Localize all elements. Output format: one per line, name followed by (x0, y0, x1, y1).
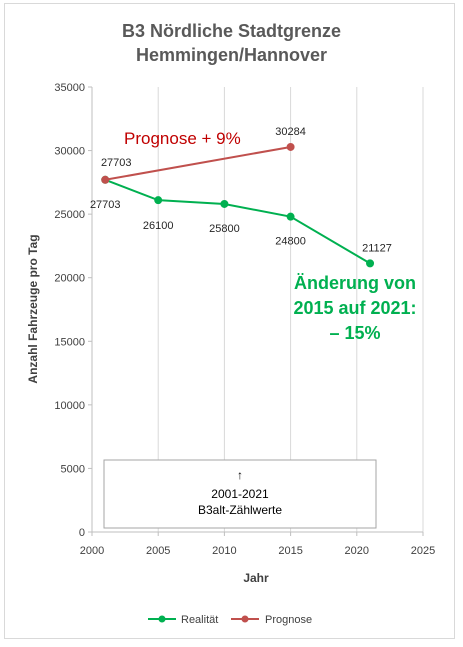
up-arrow-icon: ↑ (237, 468, 243, 482)
x-axis-title: Jahr (243, 571, 269, 585)
annotation-prognose: Prognose + 9% (124, 129, 241, 148)
x-tick-label-2010: 2010 (212, 545, 236, 557)
x-tick-label-2020: 2020 (345, 545, 369, 557)
y-tick-label-0: 0 (79, 527, 85, 539)
annotations: Prognose + 9% Änderung von 2015 auf 2021: –… (124, 129, 417, 343)
data-label-realität-2005: 26100 (143, 220, 174, 232)
note-box-line-2: B3alt-Zählwerte (198, 503, 282, 517)
y-tick-label-25000: 25000 (54, 209, 85, 221)
y-tick-label-10000: 10000 (54, 400, 85, 412)
point-realität-2005 (154, 196, 163, 205)
note-box-rect (103, 459, 377, 529)
chart-frame (4, 3, 455, 639)
legend-marker-prognose (241, 615, 249, 623)
legend: Realität Prognose (148, 614, 312, 626)
annotation-change-line-1: Änderung von (294, 273, 416, 293)
series-line-prognose (105, 145, 291, 181)
x-tick-label-2025: 2025 (411, 545, 435, 557)
annotation-change-line-3: – 15% (329, 323, 380, 343)
note-box-line-1: 2001-2021 (211, 487, 269, 501)
annotation-change-line-2: 2015 auf 2021: (293, 298, 416, 318)
point-prognose-2015 (286, 142, 295, 151)
legend-label-realität: Realität (181, 614, 218, 626)
y-axis-title: Anzahl Fahrzeuge pro Tag (26, 234, 40, 383)
legend-marker-realität (158, 615, 166, 623)
point-realität-2021 (366, 259, 375, 268)
data-label-realität-2015: 24800 (275, 236, 306, 248)
y-tick-label-5000: 5000 (61, 463, 85, 475)
note-box: ↑ 2001-2021 B3alt-Zählwerte (103, 459, 377, 529)
data-label-realität-2001: 27703 (90, 199, 121, 211)
legend-label-prognose: Prognose (265, 614, 312, 626)
point-prognose-2001 (101, 175, 110, 184)
data-label-prognose-2015: 30284 (275, 126, 306, 138)
data-labels: 27703 26100 25800 24800 21127 27703 30284 (90, 126, 392, 254)
x-tick-label-2000: 2000 (80, 545, 104, 557)
data-label-realität-2021: 21127 (362, 242, 392, 254)
point-realität-2010 (220, 199, 229, 208)
grid (157, 87, 424, 532)
data-label-prognose-2001: 27703 (101, 157, 132, 169)
y-tick-label-35000: 35000 (54, 82, 85, 94)
y-tick-label-20000: 20000 (54, 273, 85, 285)
chart-title-line1: B3 Nördliche Stadtgrenze (122, 21, 341, 41)
x-tick-label-2005: 2005 (146, 545, 170, 557)
data-label-realität-2010: 25800 (209, 223, 240, 235)
x-tick-label-2015: 2015 (278, 545, 302, 557)
series (101, 142, 375, 268)
y-tick-label-15000: 15000 (54, 336, 85, 348)
axes: 2000 2005 2010 2015 2020 2025 0 5000 10000 15000 2… (54, 82, 435, 557)
chart-title-line2: Hemmingen/Hannover (136, 45, 327, 65)
y-tick-label-30000: 30000 (54, 146, 85, 158)
point-realität-2015 (286, 212, 295, 221)
